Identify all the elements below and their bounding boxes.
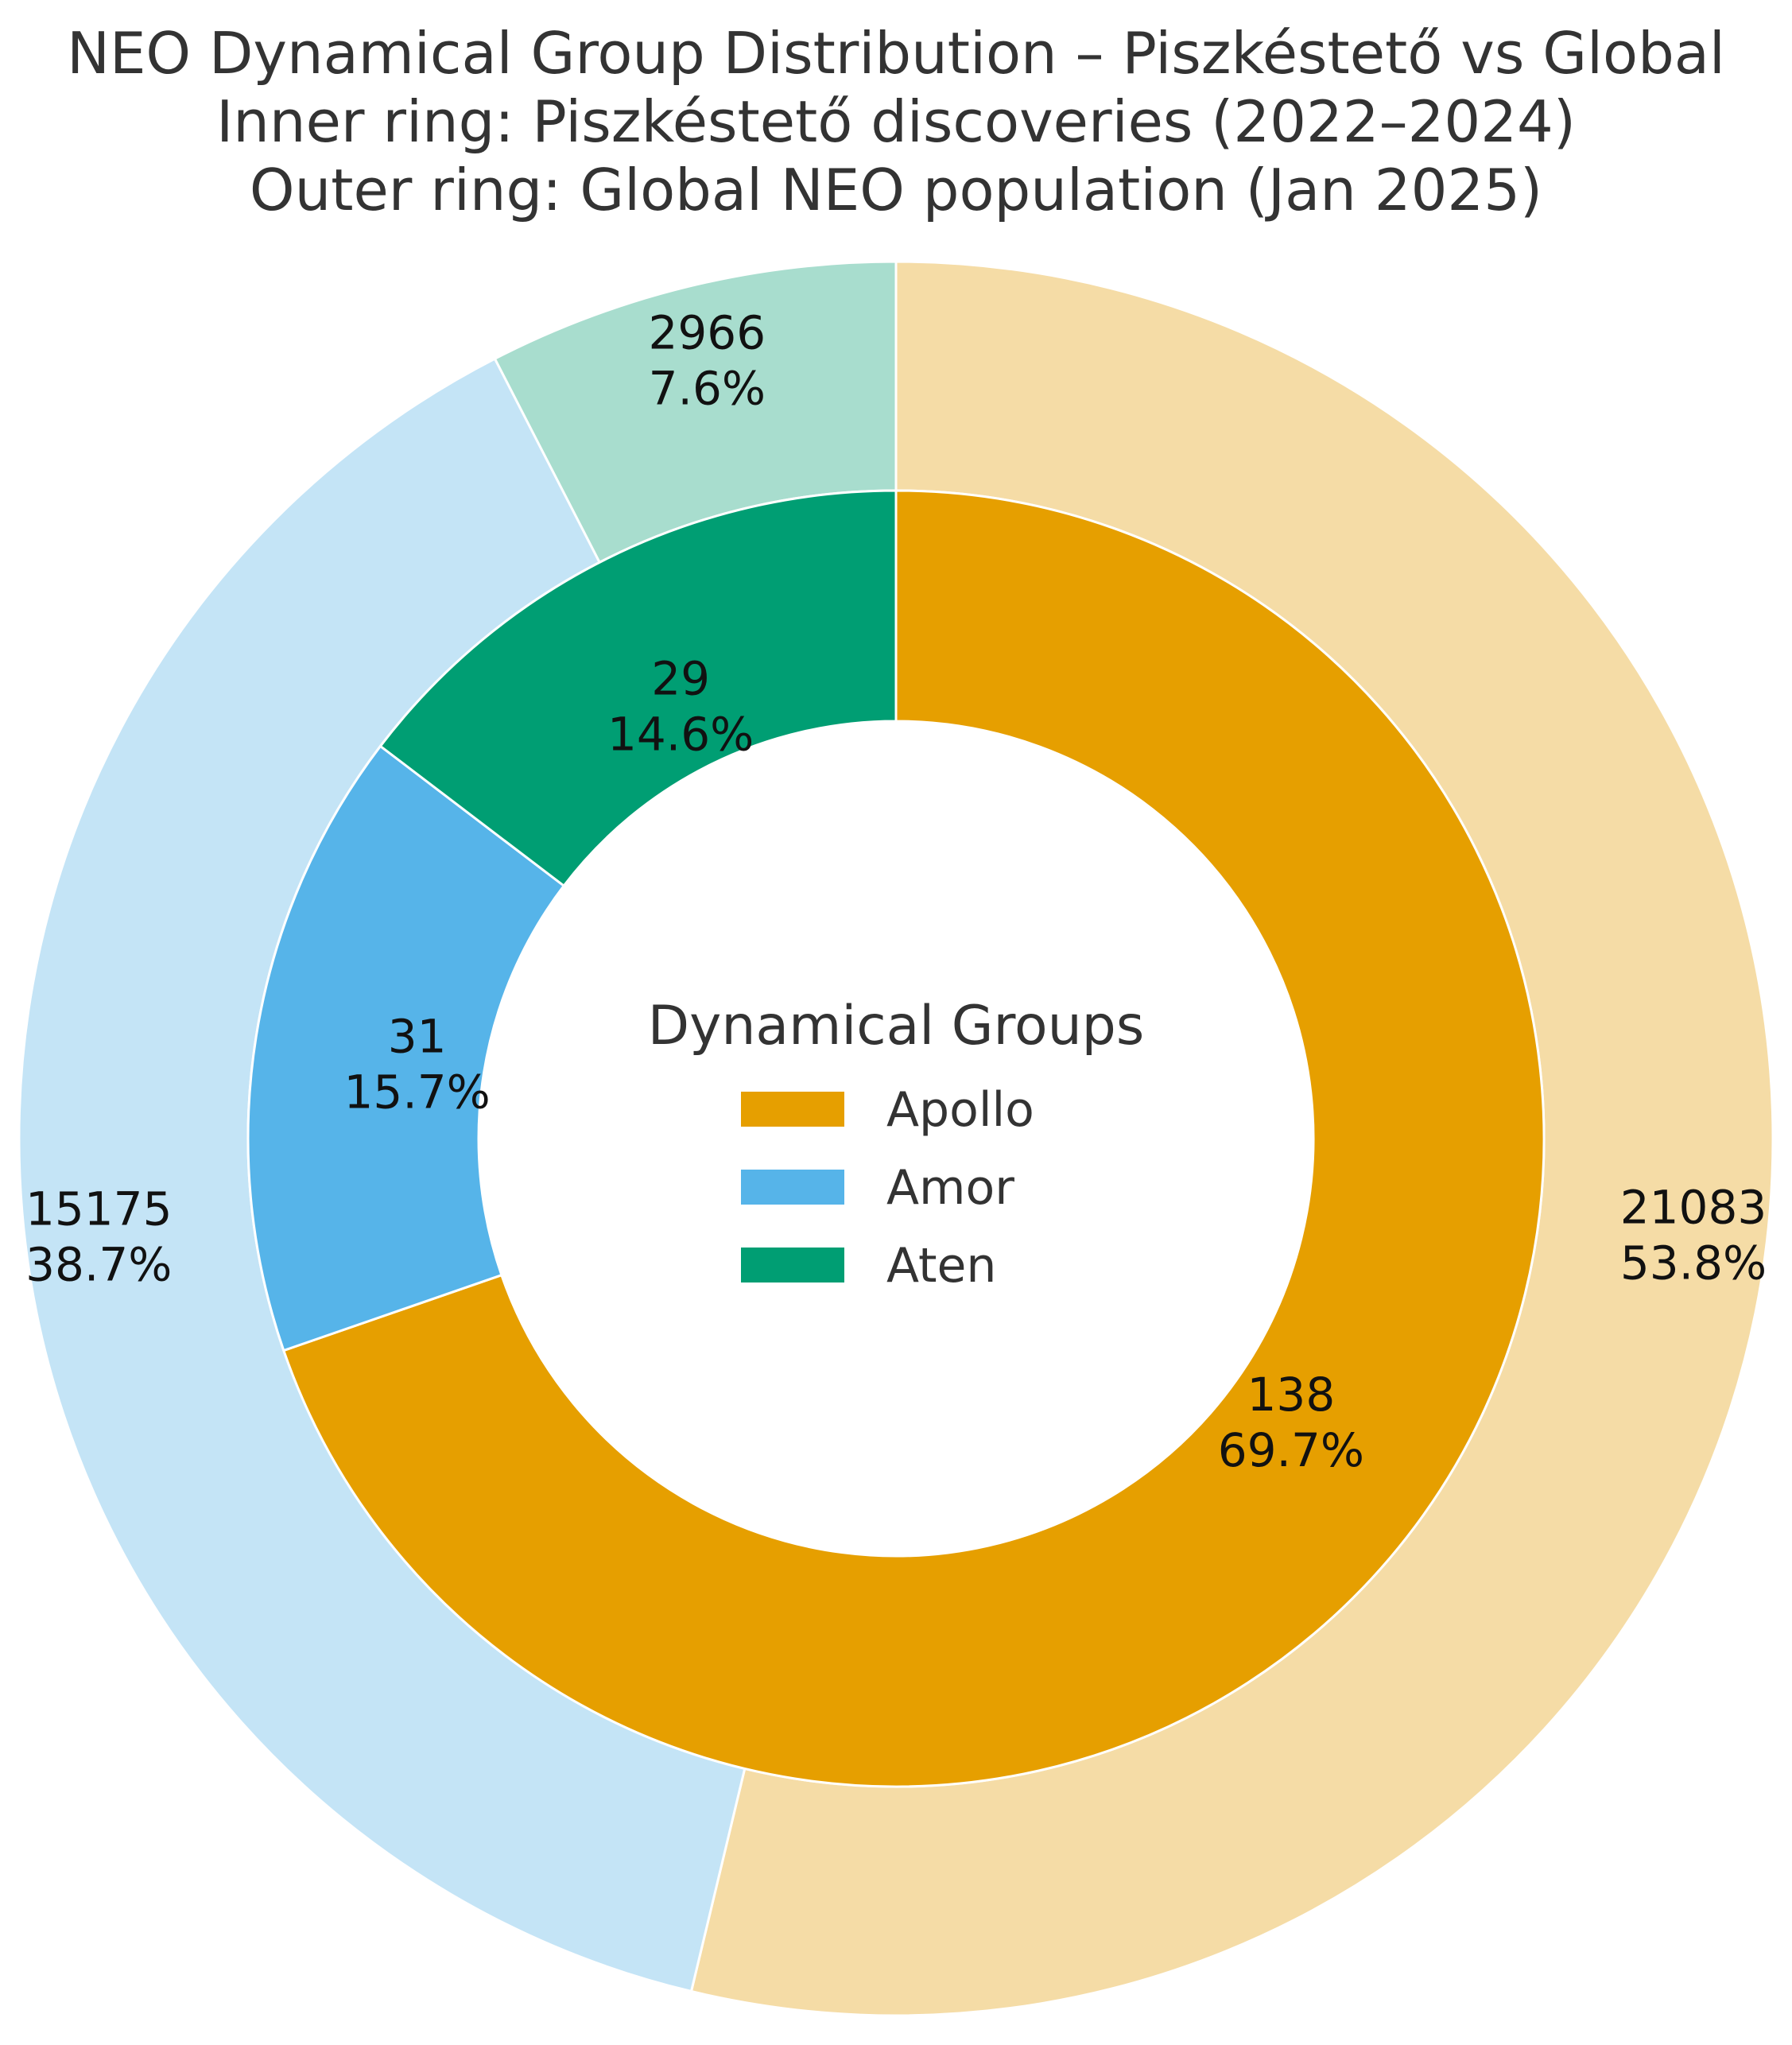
inner-percent-label-apollo: 69.7% [1218, 1423, 1364, 1477]
legend-title: Dynamical Groups [648, 995, 1145, 1057]
chart-title-line-1: NEO Dynamical Group Distribution – Piszk… [67, 20, 1725, 87]
outer-value-label-amor: 15175 [25, 1182, 173, 1236]
legend-label-apollo: Apollo [886, 1082, 1034, 1138]
legend-label-aten: Aten [886, 1238, 996, 1294]
inner-percent-label-aten: 14.6% [607, 707, 754, 761]
inner-value-label-amor: 31 [388, 1010, 447, 1064]
chart-title: NEO Dynamical Group Distribution – Piszk… [67, 20, 1725, 223]
outer-ring-global [17, 260, 1775, 2017]
outer-percent-label-aten: 7.6% [649, 361, 766, 415]
outer-value-label-apollo: 21083 [1620, 1181, 1767, 1235]
inner-slice-apollo [281, 489, 1546, 1788]
legend-swatch-amor [741, 1170, 844, 1205]
outer-value-label-aten: 2966 [649, 305, 766, 359]
inner-value-label-aten: 29 [651, 651, 710, 705]
chart-title-line-3: Outer ring: Global NEO population (Jan 2… [250, 157, 1542, 223]
outer-percent-label-amor: 38.7% [25, 1238, 172, 1292]
inner-percent-label-amor: 15.7% [344, 1065, 491, 1120]
inner-ring-piszkesteto [246, 489, 1546, 1788]
chart-title-line-2: Inner ring: Piszkéstető discoveries (202… [216, 88, 1576, 155]
inner-slice-aten [378, 489, 898, 888]
legend-swatch-apollo [741, 1092, 844, 1127]
inner-value-label-apollo: 138 [1247, 1368, 1336, 1422]
outer-percent-label-apollo: 53.8% [1620, 1236, 1767, 1290]
legend-swatch-aten [741, 1248, 844, 1282]
legend: Dynamical Groups Apollo Amor Aten [648, 995, 1145, 1294]
legend-label-amor: Amor [886, 1160, 1014, 1216]
inner-slice-amor [246, 744, 566, 1352]
